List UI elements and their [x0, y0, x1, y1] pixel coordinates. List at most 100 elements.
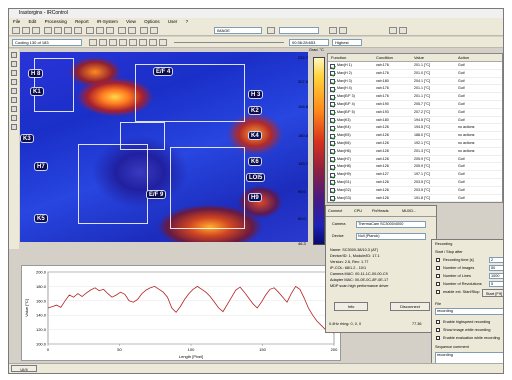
table-row[interactable]: Max(E/F 5) val<193 207.2 [°C] Gut! — [328, 109, 502, 117]
roi-label[interactable]: H9 — [248, 193, 262, 202]
enable-checkbox[interactable] — [330, 141, 335, 147]
roi-label[interactable]: K5 — [34, 214, 48, 223]
table-row[interactable]: Max(G1) val<126 203.5 [°C] Gut! — [328, 179, 502, 187]
tab-heads[interactable]: Fb/Heads — [372, 209, 389, 213]
pan-tool-icon[interactable] — [11, 124, 17, 130]
ellipse-tool-icon[interactable] — [11, 88, 17, 94]
enable-checkbox[interactable] — [330, 172, 335, 178]
table-row[interactable]: Max(H 1) val<176 201.1 [°C] Gut! — [328, 62, 502, 70]
enable-checkbox[interactable] — [330, 118, 335, 124]
enable-checkbox[interactable] — [330, 157, 335, 163]
enable-checkbox[interactable] — [330, 63, 335, 69]
show-image-checkbox[interactable] — [436, 328, 440, 332]
roi-box[interactable] — [120, 122, 165, 150]
table-row[interactable]: Max(K6) val<126 192.1 [°C] no actions — [328, 140, 502, 148]
frame-slider[interactable] — [174, 42, 284, 43]
layout-icon[interactable] — [389, 27, 397, 34]
line-tool-icon[interactable] — [11, 70, 17, 76]
table-row[interactable]: Max(G3) val<126 191.8 [°C] Gut! — [328, 195, 502, 202]
palette-icon[interactable] — [96, 27, 104, 34]
info-button[interactable]: Info — [334, 302, 368, 311]
camera-icon[interactable] — [44, 27, 52, 34]
menu-ir-system[interactable]: IR-System — [96, 19, 118, 24]
report-icon[interactable] — [118, 27, 126, 34]
last-frame-icon[interactable] — [149, 39, 157, 46]
table-row[interactable]: Max(E/F 4) val<190 205.7 [°C] Gut! — [328, 101, 502, 109]
stop-icon[interactable] — [119, 39, 127, 46]
option-value[interactable]: 5 — [489, 281, 503, 287]
next-frame-icon[interactable] — [139, 39, 147, 46]
table-row[interactable]: Max(H 2) val<176 201.0 [°C] Gut! — [328, 70, 502, 78]
roi-label[interactable]: E/F 4 — [153, 67, 174, 76]
option-radio[interactable] — [436, 274, 440, 278]
menu-help[interactable]: ? — [185, 19, 189, 24]
play-reverse-icon[interactable] — [109, 39, 117, 46]
menu-file[interactable]: File — [13, 19, 21, 24]
table-row[interactable]: Max(H7) val<126 205.9 [°C] Gut! — [328, 156, 502, 164]
evaluation-checkbox[interactable] — [436, 336, 440, 340]
roi-label[interactable]: K6 — [248, 157, 262, 166]
enable-checkbox[interactable] — [330, 188, 335, 194]
menu-view[interactable]: View — [126, 19, 136, 24]
enable-checkbox[interactable] — [330, 79, 335, 85]
rectangle-tool-icon[interactable] — [11, 79, 17, 85]
enable-checkbox[interactable] — [330, 149, 335, 155]
enable-checkbox[interactable] — [330, 94, 335, 100]
loop-icon[interactable] — [159, 39, 167, 46]
roi-label[interactable]: H 3 — [248, 90, 264, 99]
text-tool-icon[interactable] — [11, 106, 17, 112]
settings-icon[interactable] — [128, 27, 136, 34]
window-icon[interactable] — [329, 27, 337, 34]
polygon-tool-icon[interactable] — [11, 97, 17, 103]
roi-label[interactable]: K2 — [248, 106, 262, 115]
menu-report[interactable]: Report — [75, 19, 89, 24]
column-header[interactable]: Value — [414, 55, 424, 60]
roi-label[interactable]: E/F 9 — [146, 190, 167, 199]
camera-select[interactable]: ThermaCam SC3000/4000 — [356, 221, 426, 228]
enable-checkbox[interactable] — [330, 196, 335, 202]
range-combo[interactable]: Highest — [332, 39, 362, 46]
zoom-tool-icon[interactable] — [11, 115, 17, 121]
roi-label[interactable]: LOI5 — [246, 173, 266, 182]
enable-checkbox[interactable] — [330, 125, 335, 131]
prev-frame-icon[interactable] — [99, 39, 107, 46]
roi-label[interactable]: K3 — [20, 134, 34, 143]
tab-cpu[interactable]: CPU — [354, 209, 363, 213]
menu-options[interactable]: Options — [144, 19, 160, 24]
mode-combo[interactable] — [279, 27, 319, 34]
option-value[interactable]: 2 — [489, 257, 503, 263]
record-icon[interactable] — [64, 27, 72, 34]
enable-checkbox[interactable] — [330, 180, 335, 186]
tab-muxd[interactable]: MUXD... — [402, 209, 417, 213]
disconnect-button[interactable]: Disconnect — [390, 302, 430, 311]
enable-checkbox[interactable] — [330, 133, 335, 139]
roi-label[interactable]: H 8 — [28, 69, 44, 78]
enable-checkbox[interactable] — [330, 86, 335, 92]
thermal-image[interactable]: H 8 E/F 4 K1 H 3 K2 K3 K4 H7 K6 LOI5 E/F… — [20, 52, 308, 242]
split-icon[interactable] — [339, 27, 347, 34]
menu-edit[interactable]: Edit — [28, 19, 37, 24]
roi-box[interactable] — [78, 144, 148, 224]
table-row[interactable]: Max(K3) val<180 194.5 [°C] Gut! — [328, 117, 502, 125]
enable-checkbox[interactable] — [330, 102, 335, 108]
redo-icon[interactable] — [150, 27, 158, 34]
play-icon[interactable] — [129, 39, 137, 46]
column-header[interactable]: Condition — [376, 55, 393, 60]
tab-connect[interactable]: Connect — [328, 209, 343, 213]
first-frame-icon[interactable] — [89, 39, 97, 46]
file-name-input[interactable]: recording — [435, 308, 503, 315]
enable-checkbox[interactable] — [330, 164, 335, 170]
snapshot-icon[interactable] — [74, 27, 82, 34]
option-checkbox[interactable] — [436, 290, 440, 294]
roi-box[interactable] — [34, 58, 74, 112]
enable-checkbox[interactable] — [330, 110, 335, 116]
menu-user[interactable]: User — [167, 19, 178, 24]
table-row[interactable]: Max(H 3) val<180 204.1 [°C] Gut! — [328, 78, 502, 86]
table-row[interactable]: Max(H6) val<128 201.3 [°C] no actions — [328, 148, 502, 156]
table-row[interactable]: Max(K4) val<126 194.5 [°C] no actions — [328, 124, 502, 133]
table-row[interactable]: Max(G2) val<126 203.5 [°C] Gut! — [328, 187, 502, 195]
mode-icon[interactable] — [267, 27, 275, 34]
roi-box[interactable] — [135, 64, 245, 122]
image-combo[interactable]: IMAGE — [214, 27, 262, 34]
table-row[interactable]: Max(H8) val<126 205.9 [°C] Gut! — [328, 163, 502, 172]
